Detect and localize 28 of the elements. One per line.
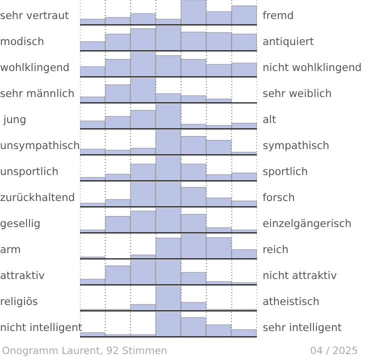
y-axis-title: unsympathisch — [0, 140, 80, 154]
y-axis-title: modisch — [0, 36, 46, 50]
y2-axis-title: nicht wohlklingend — [262, 62, 363, 76]
y-axis-title: unsportlich — [0, 166, 60, 180]
y-axis-title: gesellig — [0, 218, 42, 232]
y2-axis-title: antiquiert — [262, 36, 315, 50]
y2-axis-title: forsch — [262, 192, 296, 206]
y2-axis-title: atheistisch — [262, 296, 321, 310]
text: 04 / 2025 — [310, 346, 358, 357]
y-axis-title: arm — [0, 244, 22, 258]
y-axis-title: jung — [2, 114, 28, 128]
y2-axis-title: sportlich — [262, 166, 309, 180]
y-axis-title: sehr vertraut — [0, 10, 70, 24]
y-axis-title: sehr männlich — [0, 88, 76, 102]
y-axis-title: nicht intelligent — [0, 322, 82, 336]
text: Onogramm Laurent, 92 Stimmen — [2, 346, 168, 357]
y-axis-title: zurückhaltend — [0, 192, 76, 206]
y2-axis-title: sympathisch — [262, 140, 330, 154]
y-axis-title: attraktiv — [0, 270, 46, 284]
y2-axis-title: sehr intelligent — [262, 322, 343, 336]
y2-axis-title: einzelgängerisch — [262, 218, 353, 232]
y-axis-title: religiös — [0, 296, 39, 310]
y2-axis-title: nicht attraktiv — [262, 270, 338, 284]
y2-axis-title: reich — [262, 244, 290, 258]
y2-axis-title: fremd — [262, 10, 295, 24]
y-axis-title: wohlklingend — [0, 62, 71, 76]
y2-axis-title: alt — [262, 114, 278, 128]
y2-axis-title: sehr weiblich — [262, 88, 333, 102]
